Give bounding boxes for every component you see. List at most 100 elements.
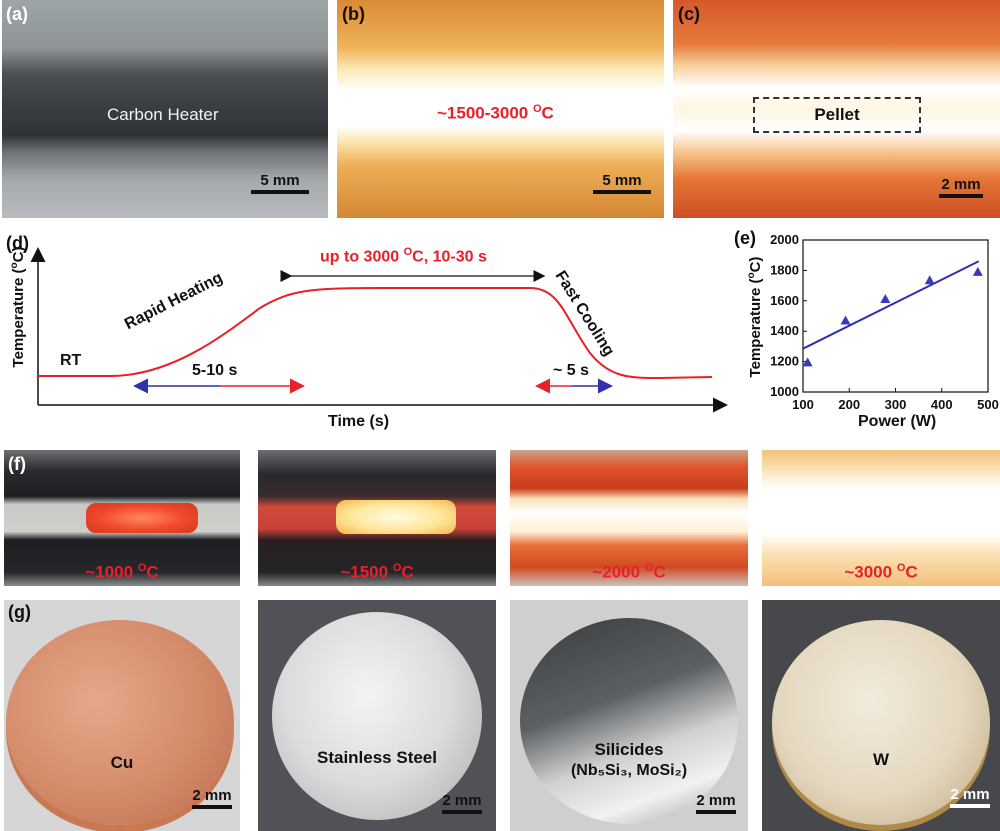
- panel-f-label: (f): [8, 454, 26, 474]
- cooling-time-label: ~ 5 s: [553, 362, 590, 379]
- scale-bar-b-line: [593, 190, 651, 194]
- temperature-range-main: ~1500-3000: [437, 103, 533, 123]
- f-temp-2000-unit: C: [653, 562, 666, 582]
- panel-c-label: (c): [678, 4, 700, 24]
- scale-bar-g-steel: 2 mm: [434, 792, 490, 814]
- g-photo-cu: (g) Cu 2 mm: [4, 600, 240, 831]
- plateau-label-sup: O: [403, 246, 413, 258]
- g-steel-caption: Stainless Steel: [316, 748, 437, 767]
- plateau-label-main: up to 3000: [320, 248, 404, 266]
- g-photo-silicides: Silicides (Nb₅Si₃, MoSi₂) 2 mm: [510, 600, 748, 831]
- e-x-tick-label: 500: [977, 397, 999, 412]
- d-x-axis-label: Time (s): [328, 413, 390, 430]
- f-temp-1000-sup: O: [137, 562, 147, 574]
- scale-bar-g-w-text: 2 mm: [950, 786, 990, 803]
- e-y-tick-label: 1200: [770, 354, 799, 369]
- e-data-point: [924, 275, 935, 285]
- e-x-axis-label: Power (W): [858, 413, 937, 430]
- scale-bar-g-cu-text: 2 mm: [192, 787, 232, 804]
- f-temp-1500-main: ~1500: [340, 562, 393, 582]
- scale-bar-b-text: 5 mm: [602, 172, 642, 189]
- e-y-tick-label: 2000: [770, 232, 799, 247]
- power-temperature-chart: 100 200 300 400 500 1000 1200 1400 1600 1800 2000: [770, 232, 999, 412]
- f-temp-2000-main: ~2000: [592, 562, 645, 582]
- e-data-point: [972, 266, 983, 276]
- scale-bar-a-text: 5 mm: [260, 172, 300, 189]
- f-temp-2000-sup: O: [644, 562, 654, 574]
- plateau-label-rest: C, 10-30 s: [412, 248, 487, 266]
- scale-bar-g-silicides: 2 mm: [688, 792, 744, 814]
- e-y-axis-label: Temperature (oC): [746, 256, 764, 378]
- g-cu-caption: Cu: [110, 753, 134, 772]
- f-temp-2000: ~2000 OC: [510, 562, 748, 583]
- scale-bar-g-silicides-line: [696, 810, 736, 814]
- heating-time-label: 5-10 s: [192, 362, 238, 379]
- e-data-point: [880, 293, 891, 303]
- scale-bar-g-steel-text: 2 mm: [442, 792, 482, 809]
- f-photo-2000: ~2000 OC: [510, 450, 748, 586]
- f-hot-pellet-1500: [336, 500, 456, 534]
- scale-bar-c-line: [939, 194, 983, 198]
- e-y-tick-label: 1800: [770, 262, 799, 277]
- e-x-tick-label: 200: [838, 397, 860, 412]
- panel-d-schematic: [30, 247, 728, 413]
- temperature-profile-curve: [38, 287, 713, 380]
- f-temp-3000-main: ~3000: [844, 562, 897, 582]
- e-x-tick-label: 300: [885, 397, 907, 412]
- e-data-point: [840, 315, 851, 325]
- panel-b-photo: (b) ~1500-3000 OC 5 mm: [337, 0, 664, 218]
- g-photo-w: W 2 mm: [762, 600, 1000, 831]
- scale-bar-g-w-line: [950, 804, 990, 808]
- panel-e-label: (e): [734, 228, 756, 248]
- scale-bar-g-steel-line: [442, 810, 482, 814]
- g-w-caption: W: [872, 750, 890, 769]
- f-photo-1500: ~1500 OC: [258, 450, 496, 586]
- d-y-axis-label: Temperature (oC): [9, 246, 27, 368]
- e-y-tick-label: 1000: [770, 384, 799, 399]
- f-temp-3000-sup: O: [896, 562, 906, 574]
- g-photo-steel: Stainless Steel 2 mm: [258, 600, 496, 831]
- f-temp-3000: ~3000 OC: [762, 562, 1000, 583]
- temperature-range-unit: C: [541, 103, 554, 123]
- f-temp-1500-unit: C: [401, 562, 414, 582]
- temperature-range-sup: O: [532, 103, 542, 115]
- f-temp-3000-unit: C: [905, 562, 918, 582]
- panel-a-label: (a): [6, 4, 28, 24]
- panel-g-label: (g): [8, 602, 31, 622]
- carbon-heater-caption: Carbon Heater: [107, 105, 219, 124]
- f-temp-1500: ~1500 OC: [258, 562, 496, 583]
- f-temp-1000-main: ~1000: [85, 562, 138, 582]
- g-steel-disk: [272, 612, 482, 820]
- e-x-tick-label: 400: [931, 397, 953, 412]
- g-w-disk: [772, 620, 990, 825]
- e-y-tick-label: 1400: [770, 323, 799, 338]
- e-plot-frame: [802, 239, 989, 393]
- f-hot-pellet-1000: [86, 503, 198, 533]
- g-silicides-disk: [520, 618, 738, 824]
- g-cu-disk: [6, 620, 234, 825]
- scale-bar-c-text: 2 mm: [941, 176, 981, 193]
- e-fit-line: [802, 260, 980, 350]
- scale-bar-g-silicides-text: 2 mm: [696, 792, 736, 809]
- f-temp-1000: ~1000 OC: [4, 562, 240, 583]
- scale-bar-a: 5 mm: [250, 172, 310, 194]
- scale-bar-g-w: 2 mm: [942, 786, 998, 808]
- pellet-caption: Pellet: [814, 105, 860, 124]
- scale-bar-g-cu: 2 mm: [186, 787, 238, 809]
- panel-b-label: (b): [342, 4, 365, 24]
- scale-bar-g-cu-line: [192, 805, 232, 809]
- f-photo-1000: (f) ~1000 OC: [4, 450, 240, 586]
- e-data-point: [802, 357, 813, 367]
- plateau-label: up to 3000 OC, 10-30 s: [320, 246, 487, 266]
- f-photo-3000: ~3000 OC: [762, 450, 1000, 586]
- panel-c-photo: (c) Pellet 2 mm: [673, 0, 1000, 218]
- scale-bar-b: 5 mm: [592, 172, 652, 194]
- scale-bar-c: 2 mm: [933, 176, 989, 198]
- f-temp-1500-sup: O: [392, 562, 402, 574]
- pellet-box: [753, 97, 921, 133]
- g-silicides-formula: (Nb₅Si₃, MoSi₂): [570, 762, 688, 779]
- rt-label: RT: [60, 352, 82, 369]
- scale-bar-a-line: [251, 190, 309, 194]
- e-x-tick-label: 100: [792, 397, 814, 412]
- temperature-range-caption: ~1500-3000 OC: [437, 103, 554, 124]
